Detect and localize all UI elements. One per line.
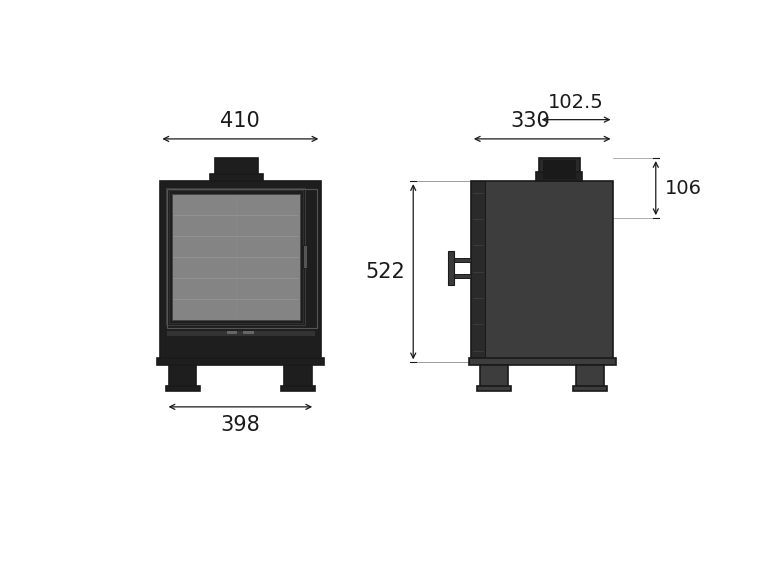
Bar — [168, 190, 303, 323]
Text: 102.5: 102.5 — [548, 93, 604, 112]
Bar — [454, 274, 471, 277]
Bar — [167, 189, 317, 328]
Bar — [543, 161, 576, 179]
Bar — [215, 158, 257, 173]
Text: 410: 410 — [221, 111, 261, 131]
Text: 106: 106 — [665, 179, 702, 198]
Text: 330: 330 — [511, 111, 551, 131]
Text: 398: 398 — [221, 415, 261, 434]
Bar — [573, 386, 608, 391]
Bar — [448, 251, 454, 285]
Bar — [172, 194, 300, 320]
Bar — [471, 181, 485, 362]
Bar — [210, 173, 264, 181]
Bar — [226, 331, 237, 335]
Bar — [168, 365, 197, 390]
Bar — [469, 358, 615, 365]
Bar — [165, 330, 315, 336]
Text: 522: 522 — [366, 262, 406, 282]
Bar — [576, 365, 604, 390]
Bar — [158, 358, 324, 365]
Bar — [165, 386, 200, 391]
Bar — [536, 172, 582, 181]
Bar — [480, 365, 508, 390]
Bar — [159, 181, 321, 362]
Bar — [539, 158, 580, 181]
Bar — [454, 258, 471, 262]
Bar — [284, 365, 312, 390]
Bar — [243, 331, 254, 335]
Bar — [477, 386, 511, 391]
Bar — [281, 386, 315, 391]
Bar — [471, 181, 613, 362]
Bar — [303, 245, 307, 269]
Bar — [166, 188, 305, 325]
